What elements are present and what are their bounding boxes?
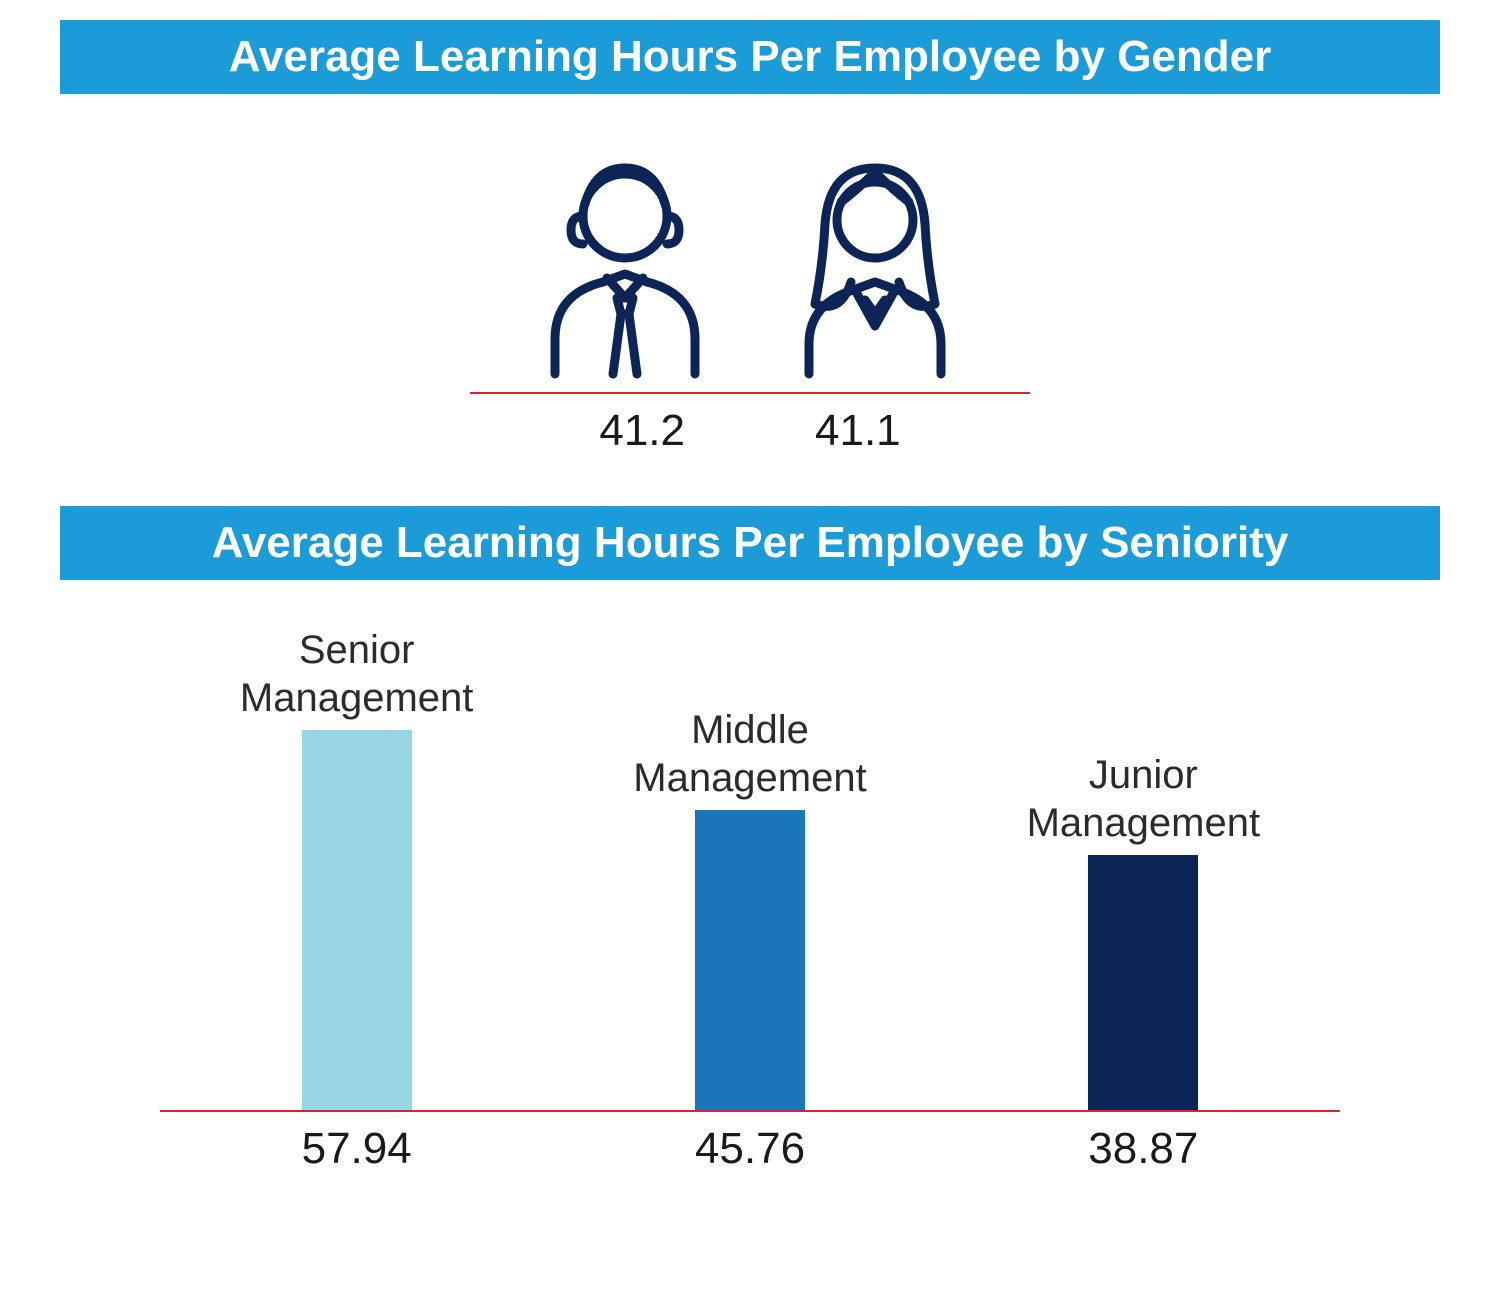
bar-item-junior: Junior Management [947, 751, 1340, 1110]
gender-icons-row [60, 124, 1440, 384]
female-icon [770, 144, 980, 384]
bar-rect-junior [1088, 855, 1198, 1110]
bar-label-line2: Management [240, 676, 473, 720]
bar-label-line1: Middle [691, 708, 809, 752]
bar-label-line2: Management [1027, 801, 1260, 845]
gender-item-male [520, 144, 730, 384]
bars-row: Senior Management Middle Management Juni… [60, 610, 1440, 1110]
gender-values-row: 41.2 41.1 [60, 406, 1440, 456]
bar-value-senior: 57.94 [160, 1124, 553, 1174]
gender-item-female [770, 144, 980, 384]
bar-label-junior: Junior Management [1027, 751, 1260, 847]
bar-item-middle: Middle Management [553, 706, 946, 1110]
bar-rect-senior [302, 730, 412, 1110]
gender-section: Average Learning Hours Per Employee by G… [60, 20, 1440, 456]
bar-label-line1: Senior [299, 628, 415, 672]
seniority-section: Average Learning Hours Per Employee by S… [60, 506, 1440, 1174]
bar-label-line1: Junior [1089, 753, 1198, 797]
male-icon [520, 144, 730, 384]
bar-value-middle: 45.76 [553, 1124, 946, 1174]
gender-banner: Average Learning Hours Per Employee by G… [60, 20, 1440, 94]
bar-item-senior: Senior Management [160, 626, 553, 1110]
gender-underline [470, 392, 1030, 394]
bar-rect-middle [695, 810, 805, 1110]
seniority-banner: Average Learning Hours Per Employee by S… [60, 506, 1440, 580]
seniority-underline [160, 1110, 1340, 1112]
female-value: 41.1 [815, 406, 901, 456]
seniority-values-row: 57.94 45.76 38.87 [60, 1124, 1440, 1174]
bar-value-junior: 38.87 [947, 1124, 1340, 1174]
bar-label-line2: Management [633, 756, 866, 800]
male-value: 41.2 [599, 406, 685, 456]
bar-label-middle: Middle Management [633, 706, 866, 802]
bar-label-senior: Senior Management [240, 626, 473, 722]
